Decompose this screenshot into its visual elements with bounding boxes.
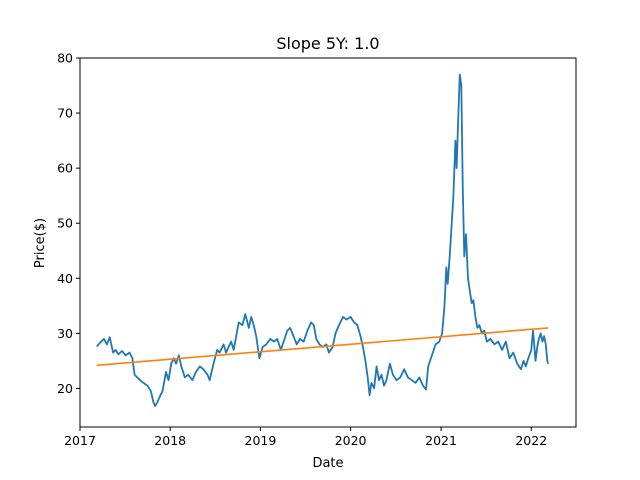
y-axis-label: Price($) [33,218,48,268]
y-tick-label: 20 [57,381,73,396]
x-ticks: 2017 2018 2019 2020 2021 2022 [64,427,547,448]
x-tick-label: 2021 [425,433,457,448]
x-tick-label: 2018 [154,433,186,448]
x-tick-label: 2020 [335,433,367,448]
y-tick-label: 70 [57,106,73,121]
x-axis-label: Date [312,456,343,471]
series-group [96,73,549,408]
plot-area [80,58,576,427]
y-tick-label: 60 [57,161,73,176]
y-tick-label: 40 [57,271,73,286]
chart-title: Slope 5Y: 1.0 [276,34,379,53]
y-tick-label: 30 [57,326,73,341]
x-tick-label: 2017 [64,433,96,448]
y-tick-label: 80 [57,51,73,66]
x-tick-label: 2019 [245,433,277,448]
trend-line [96,327,549,367]
y-ticks: 20 30 40 50 60 70 80 [57,51,80,396]
y-tick-label: 50 [57,216,73,231]
plot-frame [79,57,577,428]
x-tick-label: 2022 [515,433,547,448]
price-line [96,73,549,408]
